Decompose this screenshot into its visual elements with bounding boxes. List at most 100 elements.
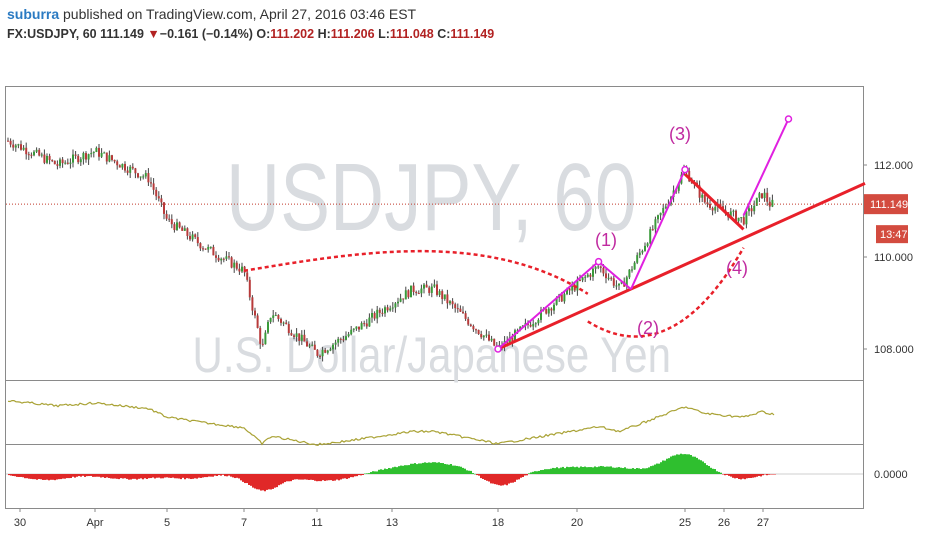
candle-up [449, 301, 451, 304]
candle-up [563, 294, 566, 302]
histogram-bar-negative [728, 474, 730, 476]
candle-up [308, 345, 311, 347]
histogram-bar-negative [482, 474, 484, 479]
candle-up [644, 245, 646, 251]
histogram-bar-negative [98, 474, 100, 477]
candle-down [111, 155, 113, 160]
histogram-bar-positive [424, 462, 426, 474]
histogram-bar-negative [34, 474, 36, 480]
symbol-label[interactable]: FX:USDJPY, 60 [7, 27, 97, 41]
histogram-bar-negative [122, 474, 124, 479]
watermark-description: U.S. Dollar/Japanese Yen [193, 327, 671, 383]
candle-down [417, 293, 420, 295]
histogram-bar-negative [522, 474, 524, 478]
candle-down [612, 278, 615, 286]
histogram-bar-positive [574, 467, 576, 474]
histogram-bar-negative [524, 474, 526, 476]
candle-down [251, 297, 254, 311]
histogram-bar-negative [246, 474, 248, 484]
candle-up [399, 298, 402, 302]
histogram-bar-negative [306, 474, 308, 480]
candle-down [254, 310, 256, 316]
candle-up [129, 166, 132, 173]
histogram-bar-negative [136, 474, 138, 480]
candle-down [719, 203, 722, 207]
histogram-bar-negative [260, 474, 262, 491]
candle-down [766, 192, 769, 202]
candle-up [282, 322, 285, 324]
histogram-bar-negative [66, 474, 68, 479]
candle-up [103, 152, 106, 154]
histogram-bar-positive [684, 454, 686, 474]
candle-down [228, 256, 230, 258]
candle-down [113, 159, 116, 162]
candle-down [298, 333, 301, 341]
histogram-bar-positive [408, 465, 410, 474]
histogram-bar-negative [172, 474, 174, 478]
candle-down [529, 324, 532, 327]
histogram-bar-negative [510, 474, 512, 483]
candle-down [259, 327, 262, 344]
candle-down [511, 337, 514, 342]
histogram-bar-negative [308, 474, 310, 480]
last-price: 111.149 [100, 27, 144, 41]
histogram-bar-positive [398, 466, 400, 474]
histogram-bar-positive [410, 463, 412, 474]
histogram-bar-negative [254, 474, 256, 489]
histogram-bar-positive [382, 469, 384, 474]
candle-down [134, 168, 137, 174]
histogram-bar-positive [604, 466, 606, 474]
histogram-bar-positive [458, 466, 460, 474]
candle-down [293, 335, 295, 337]
histogram-bar-negative [304, 474, 306, 480]
histogram-bar-negative [476, 474, 478, 476]
histogram-bar-positive [414, 463, 416, 474]
candle-up [207, 246, 210, 250]
histogram-bar-negative [42, 474, 44, 480]
candle-up [59, 159, 61, 166]
histogram-bar-negative [156, 474, 158, 478]
ohlc-legend: FX:USDJPY, 60 111.149 ▼−0.161 (−0.14%) O… [7, 24, 494, 44]
histogram-bar-negative [124, 474, 126, 479]
histogram-bar-positive [420, 463, 422, 474]
histogram-bar-negative [352, 474, 354, 478]
candle-down [222, 258, 225, 260]
candle-down [147, 173, 150, 183]
histogram-bar-positive [406, 465, 408, 474]
histogram-bar-positive [444, 464, 446, 474]
histogram-bar-negative [504, 474, 506, 485]
candle-down [56, 164, 59, 166]
histogram-bar-negative [512, 474, 514, 483]
histogram-bar-negative [204, 474, 206, 478]
candle-down [373, 313, 376, 319]
histogram-bar-negative [148, 474, 150, 479]
histogram-bar-negative [222, 474, 224, 475]
author-link[interactable]: suburra [7, 6, 60, 22]
histogram-bar-negative [238, 474, 240, 479]
histogram-bar-negative [116, 474, 118, 479]
candle-down [61, 159, 64, 164]
candle-up [420, 288, 423, 294]
candle-down [85, 153, 87, 160]
candle-up [233, 262, 236, 268]
candle-up [14, 145, 17, 148]
histogram-bar-positive [440, 462, 442, 474]
candle-up [633, 262, 636, 270]
histogram-bar-negative [724, 474, 726, 476]
candle-up [514, 330, 516, 342]
x-tick-label: 25 [679, 517, 691, 529]
histogram-bar-negative [232, 474, 234, 478]
histogram-bar-negative [40, 474, 42, 480]
candle-up [274, 315, 277, 317]
candle-down [651, 229, 654, 231]
candle-up [662, 208, 665, 213]
candle-up [771, 199, 774, 207]
down-arrow-icon: ▼ [147, 27, 160, 41]
candle-down [711, 208, 714, 211]
histogram-bar-positive [682, 454, 684, 474]
histogram-bar-positive [600, 465, 602, 474]
candle-up [144, 173, 147, 177]
histogram-bar-negative [210, 474, 212, 477]
histogram-bar-positive [598, 466, 600, 474]
